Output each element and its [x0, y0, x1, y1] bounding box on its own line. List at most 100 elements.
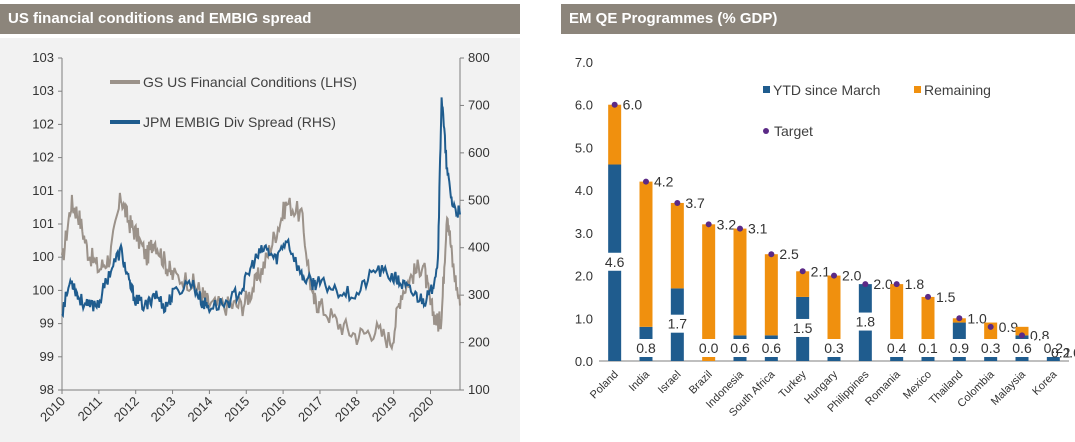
remaining-bar-brazil	[702, 224, 716, 361]
right-y-tick-label: 100	[468, 382, 490, 397]
ytd-value-label: 0.6	[762, 340, 782, 356]
bar-y-tick-label: 1.0	[575, 311, 593, 326]
gs-financial-conditions-line	[61, 192, 461, 352]
right-chart-title: EM QE Programmes (% GDP)	[561, 4, 1075, 34]
legend-remaining-swatch	[914, 86, 921, 93]
remaining-bar-poland	[608, 104, 622, 165]
left-y-tick-label: 99	[40, 316, 54, 331]
x-tick-label: 2017	[295, 394, 326, 425]
left-y-tick-label: 100	[32, 282, 54, 297]
ytd-value-box	[759, 339, 784, 357]
ytd-value-label: 0.6	[1012, 340, 1032, 356]
legend-target-swatch	[763, 128, 769, 134]
embig-spread-line	[61, 97, 461, 319]
target-value-label: 0.9	[999, 319, 1019, 335]
x-tick-label: 2015	[221, 394, 252, 425]
legend-remaining-label: Remaining	[924, 82, 991, 98]
remaining-bar-malaysia	[1015, 326, 1029, 336]
bar-y-tick-label: 2.0	[575, 269, 593, 284]
target-value-label: 3.7	[685, 195, 705, 211]
target-value-label: 2.0	[842, 268, 862, 284]
ytd-value-box	[822, 339, 846, 357]
ytd-value-box	[790, 318, 815, 337]
target-value-label: 2.5	[779, 246, 799, 262]
target-value-label: 1.5	[936, 289, 956, 305]
right-y-tick-label: 300	[468, 287, 490, 302]
remaining-bar-israel	[670, 202, 684, 289]
right-y-tick-label: 400	[468, 240, 490, 255]
ytd-value-box	[1041, 339, 1066, 357]
target-dot	[799, 268, 806, 275]
ytd-value-label: 1.8	[856, 314, 876, 330]
ytd-value-label: 0.2	[1044, 340, 1064, 356]
ytd-value-box	[884, 339, 909, 357]
ytd-value-label: 1.5	[793, 320, 813, 336]
remaining-bar-romania	[890, 284, 904, 344]
right-panel: EM QE Programmes (% GDP) 0.0 1.0 2.0 3.0 4.0…	[561, 0, 1075, 442]
ytd-value-label: 0.6	[730, 340, 750, 356]
ytd-value-box	[665, 314, 690, 333]
extra-value-label: 0.2	[1051, 344, 1071, 360]
left-panel: US financial conditions and EMBIG spread…	[0, 0, 520, 442]
remaining-bar-india	[639, 181, 653, 327]
target-dot	[643, 178, 649, 185]
left-y-tick-label: 102	[32, 116, 54, 131]
x-tick-label: 2011	[75, 394, 105, 424]
left-legend-label: GS US Financial Conditions (LHS)	[143, 74, 357, 90]
ytd-value-box	[947, 339, 972, 357]
bar-y-tick-label: 5.0	[575, 140, 593, 155]
x-tick-label: 2014	[184, 394, 215, 425]
category-label: Romania	[863, 368, 903, 408]
right-y-tick-label: 600	[468, 145, 490, 160]
bar-y-tick-label: 0.0	[575, 354, 593, 369]
remaining-bar-turkey	[796, 271, 810, 297]
target-dot	[987, 323, 994, 330]
left-y-tick-label: 102	[32, 150, 54, 165]
ytd-value-box	[1010, 339, 1034, 357]
target-value-label: 4.2	[654, 174, 674, 190]
category-label: Poland	[588, 369, 621, 402]
ytd-value-label: 4.6	[605, 254, 625, 270]
target-value-label: 1.0	[967, 310, 987, 326]
target-dot	[831, 272, 837, 279]
category-label: Malaysia	[989, 368, 1029, 408]
target-dot	[862, 281, 869, 288]
target-dot	[925, 293, 931, 300]
ytd-value-box	[853, 312, 878, 331]
target-dot	[674, 199, 681, 206]
left-y-tick-label: 103	[32, 50, 54, 65]
legend-target-label: Target	[774, 123, 813, 139]
left-chart-title: US financial conditions and EMBIG spread	[0, 4, 520, 34]
ytd-value-box	[978, 339, 1003, 357]
target-value-label: 3.1	[748, 221, 768, 237]
right-y-tick-label: 700	[468, 97, 490, 112]
ytd-value-label: 0.8	[636, 340, 656, 356]
bar-y-tick-label: 6.0	[575, 98, 593, 113]
ytd-value-box	[728, 339, 752, 357]
ytd-value-box	[916, 339, 940, 357]
target-dot	[956, 315, 963, 322]
target-dot	[611, 101, 618, 108]
ytd-value-label: 0.9	[950, 340, 970, 356]
ytd-value-label: 0.4	[887, 340, 907, 356]
left-y-tick-label: 103	[32, 83, 54, 98]
target-value-label: 6.0	[623, 97, 643, 113]
target-dot	[768, 251, 775, 258]
remaining-bar-south-africa	[764, 254, 778, 336]
left-y-tick-label: 98	[40, 382, 54, 397]
left-y-tick-label: 99	[40, 349, 54, 364]
target-value-label: 2.1	[811, 263, 831, 279]
legend-ytd-swatch	[763, 86, 770, 93]
legend-ytd-label: YTD since March	[773, 82, 880, 98]
target-dot	[705, 221, 712, 228]
category-label: Brazil	[687, 369, 715, 397]
target-value-label: 1.8	[905, 276, 925, 292]
category-label: India	[627, 368, 653, 394]
remaining-bar-indonesia	[733, 228, 747, 336]
ytd-value-box	[634, 339, 658, 357]
x-tick-label: 2010	[37, 394, 68, 425]
ytd-value-label: 0.0	[699, 340, 719, 356]
target-dot	[893, 281, 900, 288]
remaining-bar-hungary	[827, 275, 841, 349]
x-tick-label: 2020	[406, 394, 437, 425]
